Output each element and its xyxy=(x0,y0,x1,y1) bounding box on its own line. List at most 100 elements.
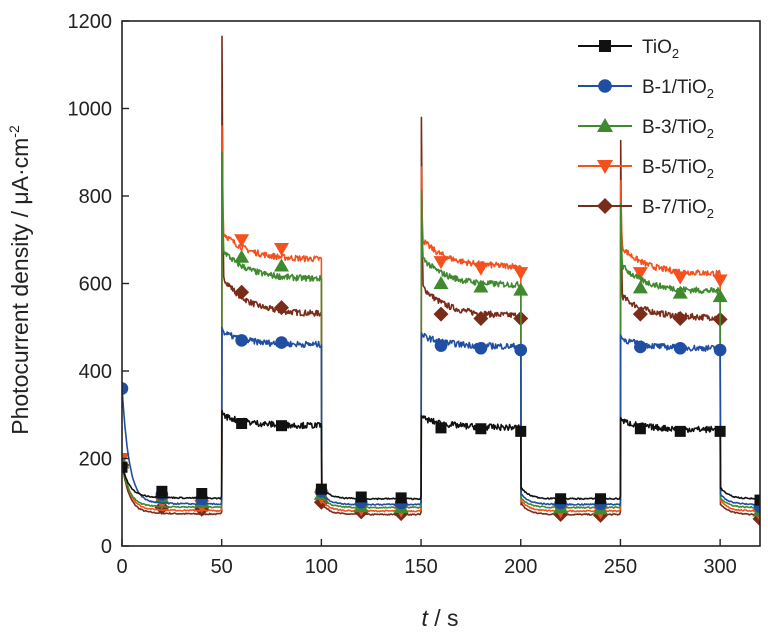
ticks-layer: 0 50 100 150 200 250 300 0 200 400 600 800 1000 1200 xyxy=(68,11,737,578)
data-point xyxy=(236,418,248,429)
y-tick-label: 400 xyxy=(79,361,112,383)
data-point xyxy=(473,279,489,293)
data-point xyxy=(712,289,728,303)
data-point xyxy=(515,425,527,437)
y-tick-label: 600 xyxy=(79,274,112,296)
data-point xyxy=(274,243,289,256)
data-point xyxy=(395,492,407,504)
legend-label-sub: 2 xyxy=(672,46,679,61)
data-point xyxy=(234,234,250,248)
y-tick-label: 800 xyxy=(79,186,112,208)
legend-label: B-7/TiO2 xyxy=(642,197,714,221)
legend-item: B-5/TiO2 xyxy=(578,157,714,181)
x-axis-title-rest: / s xyxy=(428,605,459,631)
y-axis-title: Photocurrent density / μA·cm-2 xyxy=(6,125,33,435)
data-point xyxy=(433,306,449,322)
data-point xyxy=(433,276,449,289)
data-point xyxy=(514,343,528,357)
data-point xyxy=(672,271,688,285)
data-point xyxy=(315,483,327,495)
data-point xyxy=(712,274,728,288)
legend-label-main: TiO xyxy=(642,37,672,58)
y-axis-title-main: Photocurrent density / μA·cm xyxy=(7,138,33,435)
data-point xyxy=(555,493,567,505)
y-tick-label: 1200 xyxy=(68,11,113,33)
y-tick-label: 1000 xyxy=(68,99,113,121)
x-tick-label: 250 xyxy=(604,556,637,578)
legend-label: B-1/TiO2 xyxy=(642,77,714,101)
data-point xyxy=(276,420,287,432)
data-point xyxy=(355,491,367,503)
data-point xyxy=(632,306,648,322)
legend-item: B-1/TiO2 xyxy=(578,77,714,101)
legend-item: B-7/TiO2 xyxy=(578,197,714,221)
legend-marker xyxy=(597,198,613,214)
data-point xyxy=(434,339,448,352)
series-line xyxy=(122,151,760,509)
data-point xyxy=(595,493,606,505)
data-point xyxy=(235,334,248,347)
legend-marker xyxy=(598,79,612,93)
data-point xyxy=(674,425,686,437)
data-point xyxy=(672,311,688,326)
data-point xyxy=(632,280,648,294)
legend-marker xyxy=(597,118,613,132)
series-line xyxy=(122,326,760,506)
series-tio2 xyxy=(122,409,760,506)
data-point xyxy=(122,382,129,395)
legend-label: B-5/TiO2 xyxy=(642,157,714,181)
series-line xyxy=(122,35,760,516)
legend-label-sub: 2 xyxy=(707,206,714,221)
series-b-1-tio2 xyxy=(122,326,760,513)
legend-marker xyxy=(597,160,613,174)
data-point xyxy=(634,423,646,435)
legend-label: B-3/TiO2 xyxy=(642,117,714,141)
legend-item: TiO2 xyxy=(578,37,679,61)
legend-label-main: B-3/TiO xyxy=(642,117,707,138)
series-b-5-tio2 xyxy=(122,125,760,522)
series-line xyxy=(122,125,760,513)
y-tick-label: 0 xyxy=(101,536,112,558)
legend-label-sub: 2 xyxy=(707,166,714,181)
y-tick-label: 200 xyxy=(79,449,112,471)
data-point xyxy=(634,340,647,354)
x-axis-title: t / s xyxy=(421,605,458,631)
y-axis-title-sup: -2 xyxy=(6,125,22,138)
legend-label: TiO2 xyxy=(642,37,679,61)
legend-label-main: B-1/TiO xyxy=(642,77,707,98)
data-point xyxy=(435,422,447,434)
data-point xyxy=(234,249,250,263)
legend-label-sub: 2 xyxy=(707,126,714,141)
data-point xyxy=(513,282,529,296)
data-point xyxy=(156,485,168,497)
data-point xyxy=(473,311,489,326)
legend-label-main: B-5/TiO xyxy=(642,157,707,178)
x-axis-title-italic: t xyxy=(421,605,429,631)
data-point xyxy=(234,284,250,300)
legend-marker xyxy=(599,40,611,52)
data-point xyxy=(196,488,208,499)
series-layer xyxy=(122,35,760,527)
data-point xyxy=(672,285,688,299)
data-point xyxy=(474,341,488,355)
data-point xyxy=(754,494,760,506)
data-point xyxy=(632,267,648,281)
x-tick-label: 200 xyxy=(504,556,537,578)
legend-label-main: B-7/TiO xyxy=(642,197,707,218)
x-tick-label: 300 xyxy=(703,556,736,578)
data-point xyxy=(122,461,128,473)
x-tick-label: 150 xyxy=(404,556,437,578)
data-point xyxy=(713,343,727,357)
x-tick-label: 50 xyxy=(211,556,233,578)
data-point xyxy=(274,258,289,272)
x-tick-label: 0 xyxy=(116,556,127,578)
x-tick-label: 100 xyxy=(305,556,338,578)
data-point xyxy=(673,341,687,355)
data-point xyxy=(473,262,489,276)
legend-item: B-3/TiO2 xyxy=(578,117,714,141)
legend-label-sub: 2 xyxy=(707,86,714,101)
data-point xyxy=(714,425,726,437)
data-point xyxy=(433,256,449,270)
